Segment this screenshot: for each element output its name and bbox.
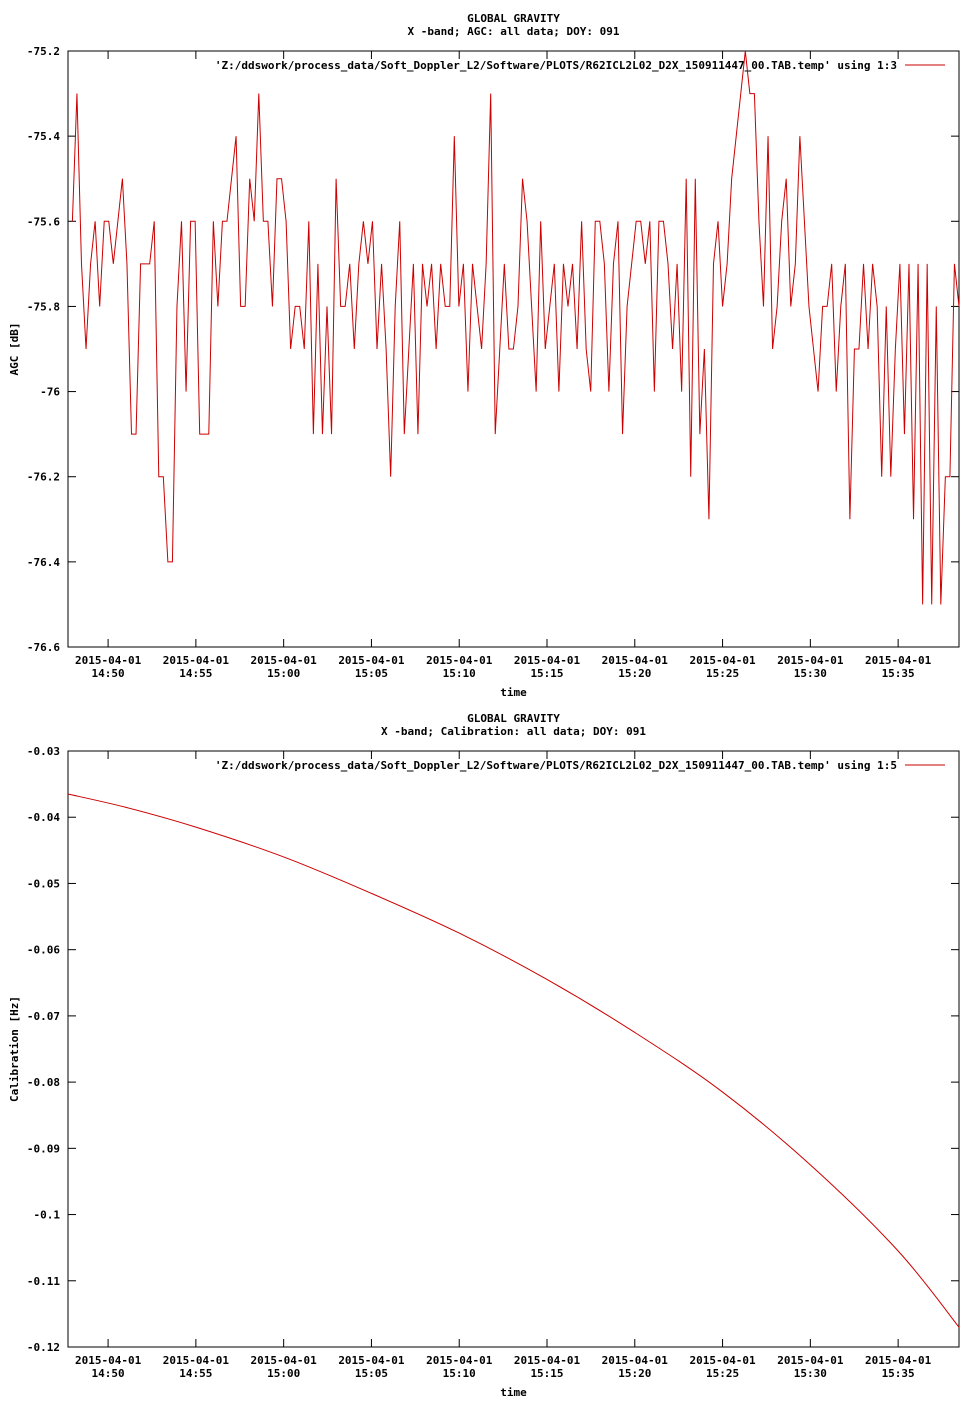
chart-subtitle: X -band; Calibration: all data; DOY: 091: [381, 725, 646, 738]
y-tick-label: -75.6: [27, 215, 60, 228]
x-tick-date-label: 2015-04-01: [602, 654, 669, 667]
x-tick-time-label: 15:10: [443, 1367, 476, 1380]
x-tick-date-label: 2015-04-01: [75, 1354, 142, 1367]
x-tick-time-label: 15:25: [706, 667, 739, 680]
x-axis-label: time: [500, 686, 527, 699]
x-tick-time-label: 15:00: [267, 667, 300, 680]
x-tick-date-label: 2015-04-01: [426, 1354, 493, 1367]
x-tick-time-label: 14:50: [92, 667, 125, 680]
x-tick-time-label: 14:50: [92, 1367, 125, 1380]
y-tick-label: -0.09: [27, 1142, 60, 1155]
x-tick-date-label: 2015-04-01: [777, 654, 844, 667]
x-tick-date-label: 2015-04-01: [426, 654, 493, 667]
y-tick-label: -76.2: [27, 471, 60, 484]
plot-frame: [67, 750, 960, 1348]
y-tick-label: -76: [40, 386, 60, 399]
x-tick-time-label: 15:20: [618, 667, 651, 680]
x-tick-time-label: 15:15: [530, 667, 563, 680]
chart-title: GLOBAL GRAVITY: [467, 712, 560, 725]
y-tick-label: -0.03: [27, 745, 60, 758]
y-tick-label: -75.2: [27, 45, 60, 58]
y-axis-label: AGC [dB]: [8, 323, 21, 376]
x-tick-date-label: 2015-04-01: [338, 1354, 405, 1367]
x-tick-time-label: 15:15: [530, 1367, 563, 1380]
x-tick-time-label: 15:30: [794, 1367, 827, 1380]
x-tick-time-label: 14:55: [179, 1367, 212, 1380]
x-tick-date-label: 2015-04-01: [514, 1354, 581, 1367]
series-line: [67, 793, 960, 1328]
x-tick-date-label: 2015-04-01: [602, 1354, 669, 1367]
y-tick-label: -0.04: [27, 811, 60, 824]
x-tick-time-label: 15:05: [355, 667, 388, 680]
x-tick-time-label: 15:25: [706, 1367, 739, 1380]
y-tick-label: -0.07: [27, 1010, 60, 1023]
x-tick-date-label: 2015-04-01: [251, 1354, 318, 1367]
x-axis-label: time: [500, 1386, 527, 1399]
x-tick-time-label: 14:55: [179, 667, 212, 680]
y-tick-label: -75.4: [27, 130, 60, 143]
x-tick-date-label: 2015-04-01: [689, 1354, 756, 1367]
y-tick-label: -76.6: [27, 641, 60, 654]
y-tick-label: -0.05: [27, 877, 60, 890]
x-tick-date-label: 2015-04-01: [689, 654, 756, 667]
y-tick-label: -0.1: [34, 1209, 61, 1222]
x-tick-time-label: 15:05: [355, 1367, 388, 1380]
x-tick-date-label: 2015-04-01: [75, 654, 142, 667]
y-tick-label: -76.4: [27, 556, 60, 569]
chart-subtitle: X -band; AGC: all data; DOY: 091: [408, 25, 620, 38]
x-tick-date-label: 2015-04-01: [338, 654, 405, 667]
x-tick-date-label: 2015-04-01: [251, 654, 318, 667]
y-tick-label: -75.8: [27, 300, 60, 313]
y-tick-label: -0.06: [27, 944, 60, 957]
x-tick-date-label: 2015-04-01: [865, 1354, 932, 1367]
x-tick-time-label: 15:35: [882, 667, 915, 680]
x-tick-time-label: 15:35: [882, 1367, 915, 1380]
x-tick-date-label: 2015-04-01: [514, 654, 581, 667]
x-tick-time-label: 15:00: [267, 1367, 300, 1380]
y-tick-label: -0.11: [27, 1275, 60, 1288]
y-tick-label: -0.08: [27, 1076, 60, 1089]
x-tick-time-label: 15:20: [618, 1367, 651, 1380]
x-tick-date-label: 2015-04-01: [865, 654, 932, 667]
series-line: [71, 50, 960, 605]
legend-label: 'Z:/ddswork/process_data/Soft_Doppler_L2…: [215, 59, 897, 72]
y-axis-label: Calibration [Hz]: [8, 996, 21, 1102]
y-tick-label: -0.12: [27, 1341, 60, 1354]
x-tick-date-label: 2015-04-01: [163, 1354, 230, 1367]
plot-frame: [67, 50, 960, 648]
x-tick-date-label: 2015-04-01: [777, 1354, 844, 1367]
legend-label: 'Z:/ddswork/process_data/Soft_Doppler_L2…: [215, 759, 897, 772]
chart-title: GLOBAL GRAVITY: [467, 12, 560, 25]
x-tick-date-label: 2015-04-01: [163, 654, 230, 667]
x-tick-time-label: 15:10: [443, 667, 476, 680]
x-tick-time-label: 15:30: [794, 667, 827, 680]
